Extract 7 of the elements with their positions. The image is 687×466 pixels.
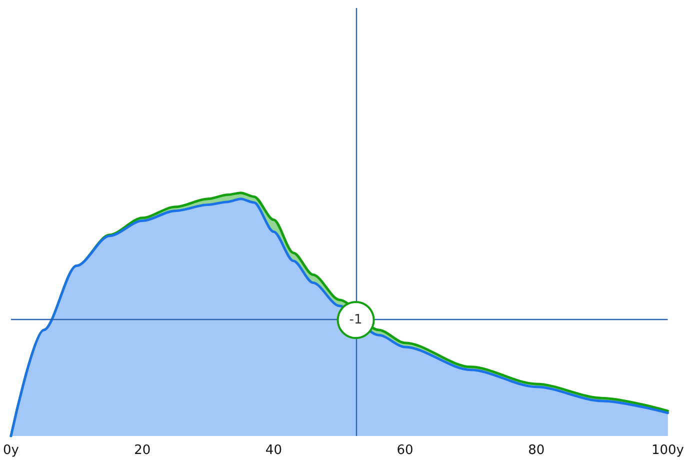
x-tick-label: 20 bbox=[134, 443, 151, 458]
annotation: -1 bbox=[349, 312, 362, 328]
x-tick-label: 60 bbox=[396, 443, 414, 458]
x-tick-label: 80 bbox=[528, 443, 545, 458]
x-tick-label: 0y bbox=[3, 443, 20, 458]
x-tick-label: 40 bbox=[265, 443, 282, 458]
x-tick-label: 100y bbox=[651, 443, 684, 458]
